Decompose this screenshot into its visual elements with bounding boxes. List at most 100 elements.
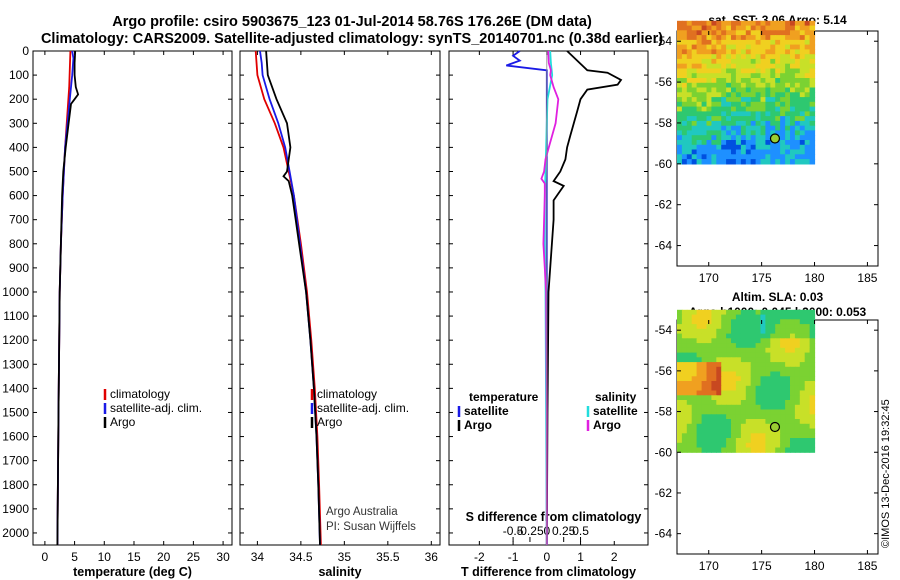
map-cell (760, 395, 766, 401)
map-cell (721, 371, 727, 377)
map-cell (696, 404, 703, 411)
map-cell (681, 423, 688, 430)
map-cell (701, 385, 708, 392)
map-cell (686, 101, 693, 108)
map-cell (790, 73, 796, 79)
map-cell (716, 347, 722, 354)
map-cell (770, 414, 776, 420)
sla-map-panel: Altim. SLA: 0.03Argo h1000: 0.045 h2000:… (655, 290, 879, 573)
map-cell (750, 58, 757, 65)
map-cell (691, 366, 698, 373)
map-cell (716, 154, 722, 160)
map-cell (735, 82, 742, 89)
map-cell (696, 44, 703, 50)
map-cell (691, 78, 698, 84)
map-cell (745, 438, 752, 444)
map-cell (790, 120, 796, 127)
map-cell (799, 97, 806, 103)
map-cell (765, 423, 771, 430)
map-cell (740, 97, 747, 103)
map-cell (765, 428, 771, 434)
map-cell (790, 68, 796, 74)
map-cell (780, 371, 786, 377)
map-cell (706, 347, 712, 354)
map-cell (735, 395, 742, 401)
map-cell (706, 385, 712, 392)
map-cell (716, 338, 722, 344)
map-cell (750, 371, 757, 377)
map-cell (677, 159, 683, 165)
map-cell (790, 328, 796, 335)
map-cell (775, 78, 781, 84)
map-cell (681, 343, 688, 349)
figure-title: Argo profile: csiro 5903675_123 01-Jul-2… (41, 14, 663, 47)
map-cell (726, 39, 732, 46)
map-cell (726, 362, 732, 368)
map-cell (755, 106, 762, 112)
map-cell (735, 120, 742, 127)
map-cell (686, 154, 693, 160)
map-cell (770, 357, 776, 363)
map-cell (780, 73, 786, 79)
map-cell (799, 347, 806, 354)
salinity-panel: 34 34.5 35 35.5 36salinityclimatologysatelli… (239, 50, 441, 579)
map-cell (740, 154, 747, 160)
map-cell (770, 78, 776, 84)
map-cell (681, 54, 688, 60)
map-cell (726, 82, 732, 89)
y-tick-label: 1700 (2, 454, 29, 468)
map-cell (790, 414, 796, 420)
map-cell (780, 414, 786, 420)
map-cell (686, 400, 693, 406)
map-cell (799, 116, 806, 122)
map-cell (721, 385, 727, 392)
map-cell (804, 362, 811, 368)
map-y-tick-label: -54 (655, 323, 673, 337)
map-cell (701, 140, 708, 146)
map-cell (775, 111, 781, 117)
map-cell (681, 347, 688, 354)
map-cell (780, 111, 786, 117)
map-cell (706, 357, 712, 363)
map-cell (785, 49, 791, 55)
map-cell (760, 409, 766, 415)
map-cell (696, 428, 703, 434)
map-cell (735, 381, 742, 387)
map-cell (755, 324, 762, 330)
map-cell (716, 319, 722, 325)
map-cell (716, 328, 722, 335)
map-cell (809, 314, 816, 320)
map-cell (765, 54, 771, 60)
map-cell (706, 404, 712, 411)
map-cell (681, 35, 688, 41)
map-cell (681, 376, 688, 382)
map-cell (677, 309, 683, 316)
map-cell (726, 328, 732, 335)
map-cell (780, 385, 786, 392)
map-cell (726, 376, 732, 382)
map-cell (706, 414, 712, 420)
map-cell (755, 309, 762, 316)
map-cell (760, 120, 766, 127)
map-cell (716, 101, 722, 108)
map-x-tick-label: 175 (752, 559, 772, 573)
map-cell (716, 371, 722, 377)
map-cell (745, 144, 752, 151)
map-cell (716, 362, 722, 368)
map-cell (701, 130, 708, 136)
map-cell (755, 35, 762, 41)
map-cell (716, 400, 722, 406)
map-cell (755, 338, 762, 344)
map-cell (706, 111, 712, 117)
map-cell (790, 82, 796, 89)
map-cell (760, 149, 766, 155)
map-cell (760, 116, 766, 122)
map-cell (696, 419, 703, 425)
map-cell (770, 92, 776, 98)
map-cell (711, 343, 717, 349)
map-cell (721, 116, 727, 122)
map-cell (770, 324, 776, 330)
map-cell (696, 25, 703, 31)
map-cell (790, 116, 796, 122)
map-cell (799, 101, 806, 108)
